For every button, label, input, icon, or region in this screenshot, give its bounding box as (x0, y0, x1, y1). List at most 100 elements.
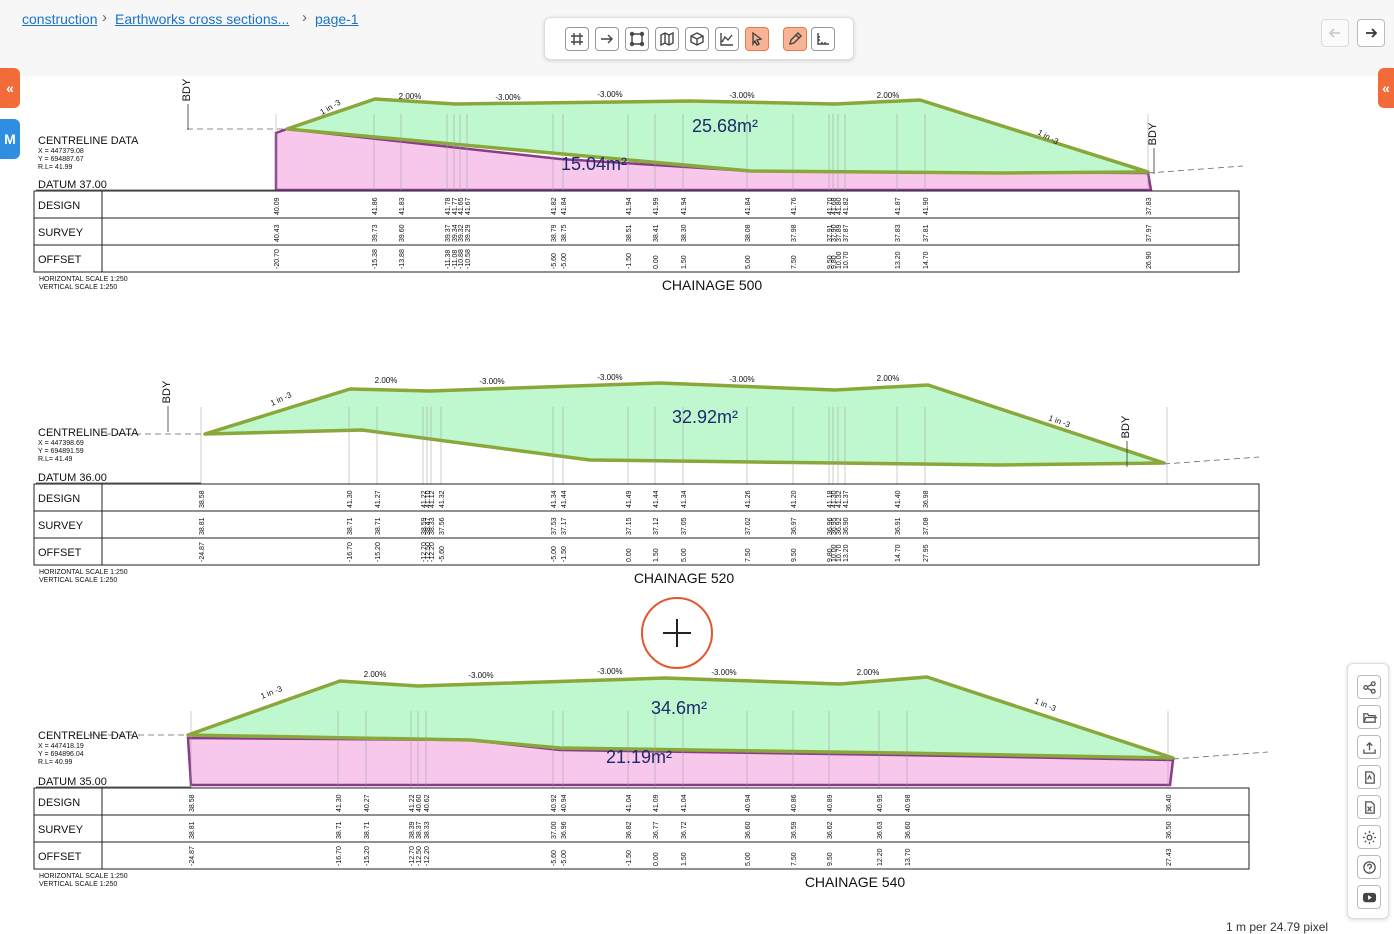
cross-section-drawing: 25.68m² 15.04m² 2.00% -3.00% -3.00% -3.00% 2.0… (33, 78, 1269, 890)
grade-label: -3.00% (597, 373, 622, 382)
table-value: 14.70 (923, 251, 930, 269)
horizontal-scale-label: HORIZONTAL SCALE 1:250 (39, 569, 128, 576)
table-value: 41.80 (836, 197, 843, 215)
ruler-icon[interactable] (811, 27, 835, 51)
table-value: 41.70 (827, 197, 834, 215)
table-value: 13.20 (843, 544, 850, 562)
left-panel-toggle[interactable]: « (0, 68, 20, 108)
breadcrumb-earthworks[interactable]: Earthworks cross sections... (115, 11, 290, 27)
table-value: 41.44 (561, 490, 568, 508)
table-value: 37.17 (561, 517, 568, 535)
table-value: 26.90 (1146, 251, 1153, 269)
top-bar: construction › Earthworks cross sections… (0, 0, 1394, 76)
table-value: 41.22 (409, 794, 416, 812)
upload-icon[interactable] (1357, 735, 1381, 759)
grade-label: -3.00% (729, 91, 754, 100)
table-value: 37.98 (791, 224, 798, 242)
table-value: 41.77 (452, 197, 459, 215)
pointer-icon[interactable] (745, 27, 769, 51)
breadcrumb-page[interactable]: page-1 (315, 11, 359, 27)
pencil-icon[interactable] (783, 27, 807, 51)
share-icon[interactable] (1357, 675, 1381, 699)
table-value: 40.27 (364, 794, 371, 812)
table-value: 38.71 (364, 821, 371, 839)
table-value: 9.50 (791, 548, 798, 562)
table-value: 37.83 (1146, 197, 1153, 215)
table-value: 41.94 (681, 197, 688, 215)
help-icon[interactable] (1357, 855, 1381, 879)
crosshair-cursor (641, 597, 713, 669)
table-value: 36.90 (843, 517, 850, 535)
table-value: 13.20 (895, 251, 902, 269)
table-value: -1.50 (626, 253, 633, 269)
table-value: 40.95 (877, 794, 884, 812)
grade-label: -3.00% (479, 377, 504, 386)
table-value: 40.09 (274, 197, 281, 215)
excel-icon[interactable] (1357, 795, 1381, 819)
horizontal-scale-label: HORIZONTAL SCALE 1:250 (39, 276, 128, 283)
table-value: 36.60 (745, 821, 752, 839)
centreline-x: X = 447379.08 (38, 148, 84, 155)
m-tab[interactable]: M (0, 119, 20, 159)
bdy-label: BDY (161, 380, 173, 403)
data-table (33, 190, 1240, 273)
table-value: 36.95 (831, 517, 838, 535)
grade-label: 2.00% (399, 92, 422, 101)
centreline-title: CENTRELINE DATA (38, 730, 139, 742)
table-value: 36.98 (923, 490, 930, 508)
table-value: 41.34 (551, 490, 558, 508)
table-value: 41.10 (425, 490, 432, 508)
table-value: 41.04 (626, 794, 633, 812)
table-value: 36.40 (1166, 794, 1173, 812)
vertical-scale-label: VERTICAL SCALE 1:250 (39, 577, 117, 584)
centreline-rl: R.L= 40.99 (38, 759, 73, 766)
table-value: -5.60 (551, 850, 558, 866)
table-value: 37.91 (827, 224, 834, 242)
table-value: 9.50 (827, 852, 834, 866)
map-icon[interactable] (655, 27, 679, 51)
table-value: 14.70 (895, 544, 902, 562)
table-value: 41.32 (836, 490, 843, 508)
table-value: 36.59 (791, 821, 798, 839)
bdy-label: BDY (181, 78, 193, 101)
table-value: 40.43 (274, 224, 281, 242)
forward-button[interactable] (1357, 19, 1385, 47)
table-value: 36.96 (561, 821, 568, 839)
table-value: 0.00 (653, 255, 660, 269)
table-value: 38.39 (409, 821, 416, 839)
table-value: 36.82 (626, 821, 633, 839)
breadcrumb-separator: › (102, 9, 107, 26)
arrow-right-icon[interactable] (595, 27, 619, 51)
chainage-title: CHAINAGE 520 (634, 570, 735, 586)
cut-region (203, 381, 1166, 467)
table-value: 9.80 (831, 255, 838, 269)
table-value: -12.70 (409, 846, 416, 866)
table-value: 37.05 (681, 517, 688, 535)
table-value: 41.09 (653, 794, 660, 812)
cube-icon[interactable] (685, 27, 709, 51)
table-value: 38.58 (189, 794, 196, 812)
datum-label: DATUM 36.00 (38, 472, 107, 484)
table-value: 36.60 (905, 821, 912, 839)
pdf-icon[interactable] (1357, 765, 1381, 789)
table-value: -20.70 (274, 249, 281, 269)
table-value: 41.30 (336, 794, 343, 812)
profile-chart-icon[interactable] (715, 27, 739, 51)
table-value: -10.88 (458, 249, 465, 269)
table-value: 36.72 (681, 821, 688, 839)
back-button[interactable] (1321, 19, 1349, 47)
table-value: 36.63 (877, 821, 884, 839)
breadcrumb-construction[interactable]: construction (22, 11, 98, 27)
grid-icon[interactable] (565, 27, 589, 51)
folder-open-icon[interactable] (1357, 705, 1381, 729)
table-value: -15.20 (375, 542, 382, 562)
bdy-label: BDY (1147, 122, 1159, 145)
settings-icon[interactable] (1357, 825, 1381, 849)
polygon-icon[interactable] (625, 27, 649, 51)
grade-label: -3.00% (597, 90, 622, 99)
table-value: 10.00 (836, 251, 843, 269)
right-panel-toggle[interactable]: « (1378, 68, 1394, 108)
grade-label: 2.00% (857, 668, 880, 677)
table-value: 9.50 (827, 255, 834, 269)
youtube-icon[interactable] (1357, 885, 1381, 909)
